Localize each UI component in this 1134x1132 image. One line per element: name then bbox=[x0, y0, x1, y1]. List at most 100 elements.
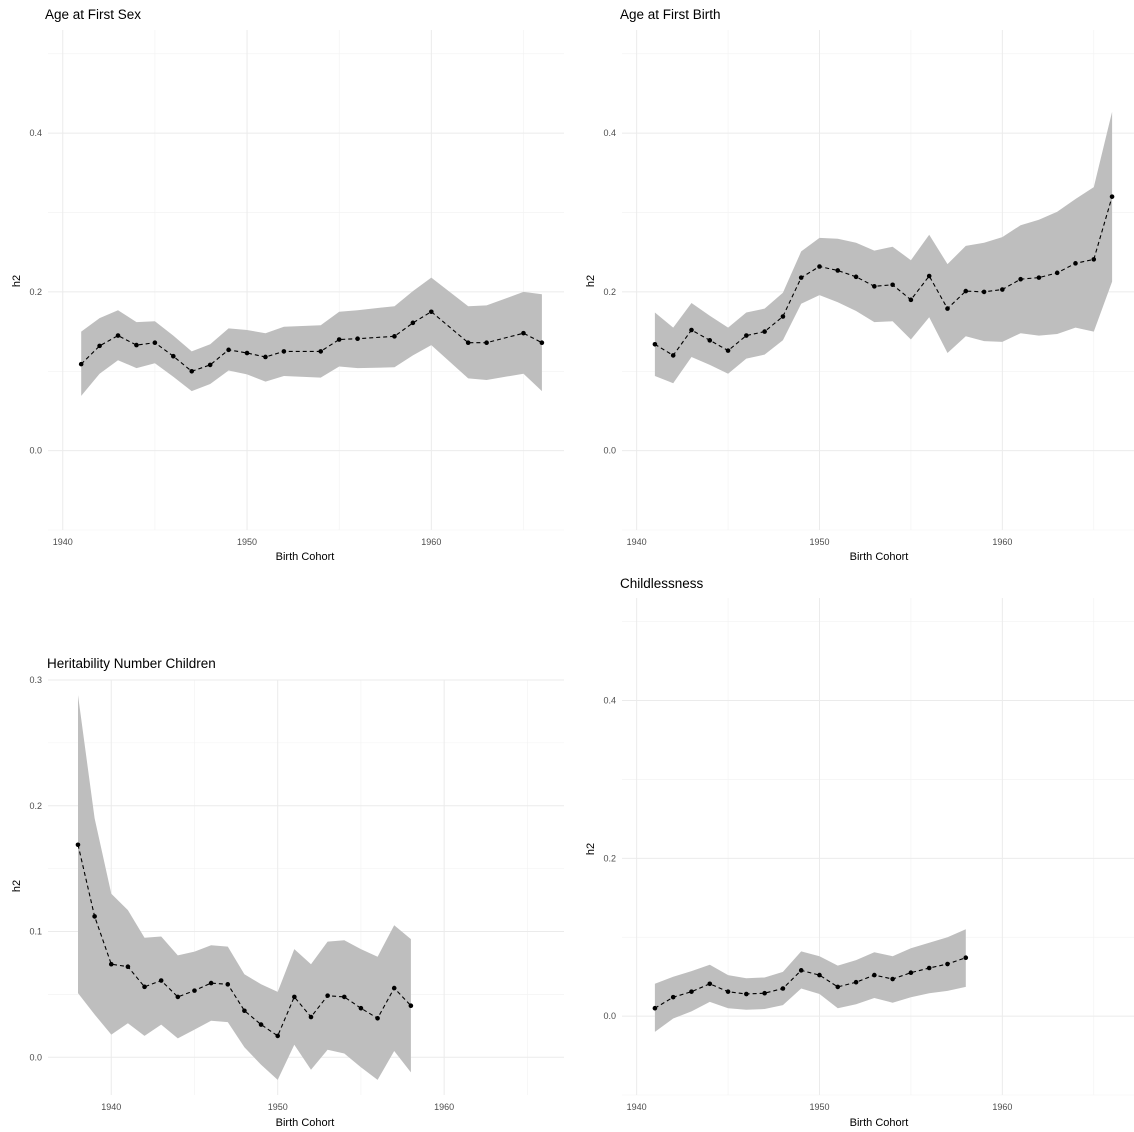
y-axis-label: h2 bbox=[585, 275, 597, 287]
x-tick-label: 1960 bbox=[992, 537, 1012, 547]
data-point bbox=[392, 334, 397, 339]
data-point bbox=[189, 368, 195, 374]
data-point bbox=[1000, 287, 1005, 292]
x-tick-label: 1960 bbox=[421, 537, 441, 547]
data-point bbox=[484, 340, 489, 345]
data-point bbox=[292, 994, 297, 1000]
x-axis-label: Birth Cohort bbox=[276, 1117, 335, 1129]
data-point bbox=[318, 349, 324, 354]
data-point bbox=[689, 327, 694, 333]
data-point bbox=[945, 306, 950, 311]
estimate-line bbox=[654, 957, 966, 1009]
data-point bbox=[872, 972, 877, 978]
data-point bbox=[152, 340, 158, 345]
y-tick-label: 0.2 bbox=[603, 853, 616, 863]
panel-title: Age at First Sex bbox=[45, 7, 141, 22]
data-point bbox=[707, 338, 713, 343]
x-tick-label: 1960 bbox=[992, 1102, 1012, 1112]
x-tick-label: 1960 bbox=[434, 1102, 454, 1112]
y-axis-label: h2 bbox=[11, 880, 23, 892]
data-point bbox=[890, 976, 895, 982]
data-point bbox=[226, 347, 231, 353]
data-point bbox=[207, 362, 213, 368]
panel-childlessness: Childlessness Birth Cohort h2 1940 1950 19… bbox=[585, 576, 1134, 1129]
data-point bbox=[1018, 276, 1023, 282]
data-point bbox=[762, 990, 767, 996]
x-axis-label: Birth Cohort bbox=[850, 1117, 909, 1129]
panel-title: Childlessness bbox=[620, 576, 704, 591]
data-point bbox=[963, 288, 969, 294]
data-point bbox=[244, 350, 250, 356]
panel-heritability-number-children: Heritability Number Children Birth Cohor… bbox=[11, 656, 564, 1129]
confidence-band bbox=[654, 111, 1113, 384]
data-point bbox=[689, 989, 694, 994]
estimate-line bbox=[80, 311, 543, 372]
gridlines bbox=[48, 30, 564, 531]
x-tick-label: 1950 bbox=[809, 537, 829, 547]
y-tick-label: 0.4 bbox=[603, 128, 616, 138]
x-tick-label: 1940 bbox=[627, 1102, 647, 1112]
data-point bbox=[1109, 194, 1115, 199]
x-axis-label: Birth Cohort bbox=[850, 551, 909, 563]
data-point bbox=[981, 289, 987, 295]
panel-title: Age at First Birth bbox=[620, 7, 721, 22]
y-tick-label: 0.2 bbox=[29, 801, 42, 811]
data-point bbox=[208, 980, 214, 986]
data-point bbox=[358, 1005, 364, 1011]
data-point bbox=[853, 274, 859, 280]
data-point bbox=[1091, 257, 1097, 262]
data-point bbox=[744, 991, 749, 997]
x-tick-label: 1950 bbox=[268, 1102, 288, 1112]
data-point bbox=[670, 353, 676, 358]
data-point bbox=[465, 340, 471, 345]
y-tick-label: 0.0 bbox=[603, 1011, 616, 1021]
data-point bbox=[670, 994, 676, 1000]
data-point bbox=[258, 1022, 264, 1027]
y-tick-label: 0.0 bbox=[603, 446, 616, 456]
data-point bbox=[108, 961, 114, 967]
data-point bbox=[945, 961, 950, 967]
data-point bbox=[908, 297, 914, 303]
data-point bbox=[275, 1033, 281, 1039]
y-axis-label: h2 bbox=[11, 275, 23, 287]
y-tick-label: 0.1 bbox=[29, 927, 42, 937]
data-point bbox=[429, 309, 434, 315]
data-point bbox=[158, 978, 164, 983]
data-point bbox=[391, 985, 397, 991]
x-tick-label: 1950 bbox=[809, 1102, 829, 1112]
x-tick-label: 1940 bbox=[101, 1102, 121, 1112]
panel-age-at-first-birth: Age at First Birth Birth Cohort h2 1940 1… bbox=[585, 7, 1134, 563]
estimate-line bbox=[654, 196, 1113, 357]
data-point bbox=[281, 349, 287, 354]
data-point bbox=[744, 333, 749, 338]
data-point bbox=[926, 965, 932, 971]
x-tick-label: 1950 bbox=[237, 537, 257, 547]
data-point bbox=[192, 988, 197, 993]
data-point bbox=[798, 275, 804, 280]
data-point bbox=[410, 320, 416, 326]
confidence-band bbox=[654, 929, 966, 1032]
x-tick-label: 1940 bbox=[53, 537, 73, 547]
data-point bbox=[872, 284, 877, 289]
y-tick-label: 0.0 bbox=[29, 1052, 42, 1062]
data-point bbox=[853, 979, 859, 985]
data-point bbox=[798, 968, 804, 973]
data-point bbox=[707, 981, 713, 987]
y-tick-label: 0.4 bbox=[29, 128, 42, 138]
data-point bbox=[142, 984, 147, 990]
data-point bbox=[134, 342, 139, 348]
data-point bbox=[125, 964, 131, 970]
data-point bbox=[835, 984, 841, 990]
data-point bbox=[521, 330, 526, 336]
data-point bbox=[171, 353, 176, 359]
data-point bbox=[325, 993, 330, 998]
y-tick-label: 0.0 bbox=[29, 446, 42, 456]
data-point bbox=[762, 329, 767, 334]
data-point bbox=[725, 348, 731, 353]
y-axis-label: h2 bbox=[585, 843, 597, 855]
data-point bbox=[375, 1015, 380, 1021]
data-point bbox=[336, 337, 342, 342]
data-point bbox=[355, 336, 360, 342]
y-tick-label: 0.3 bbox=[29, 675, 42, 685]
y-tick-label: 0.2 bbox=[29, 287, 42, 297]
